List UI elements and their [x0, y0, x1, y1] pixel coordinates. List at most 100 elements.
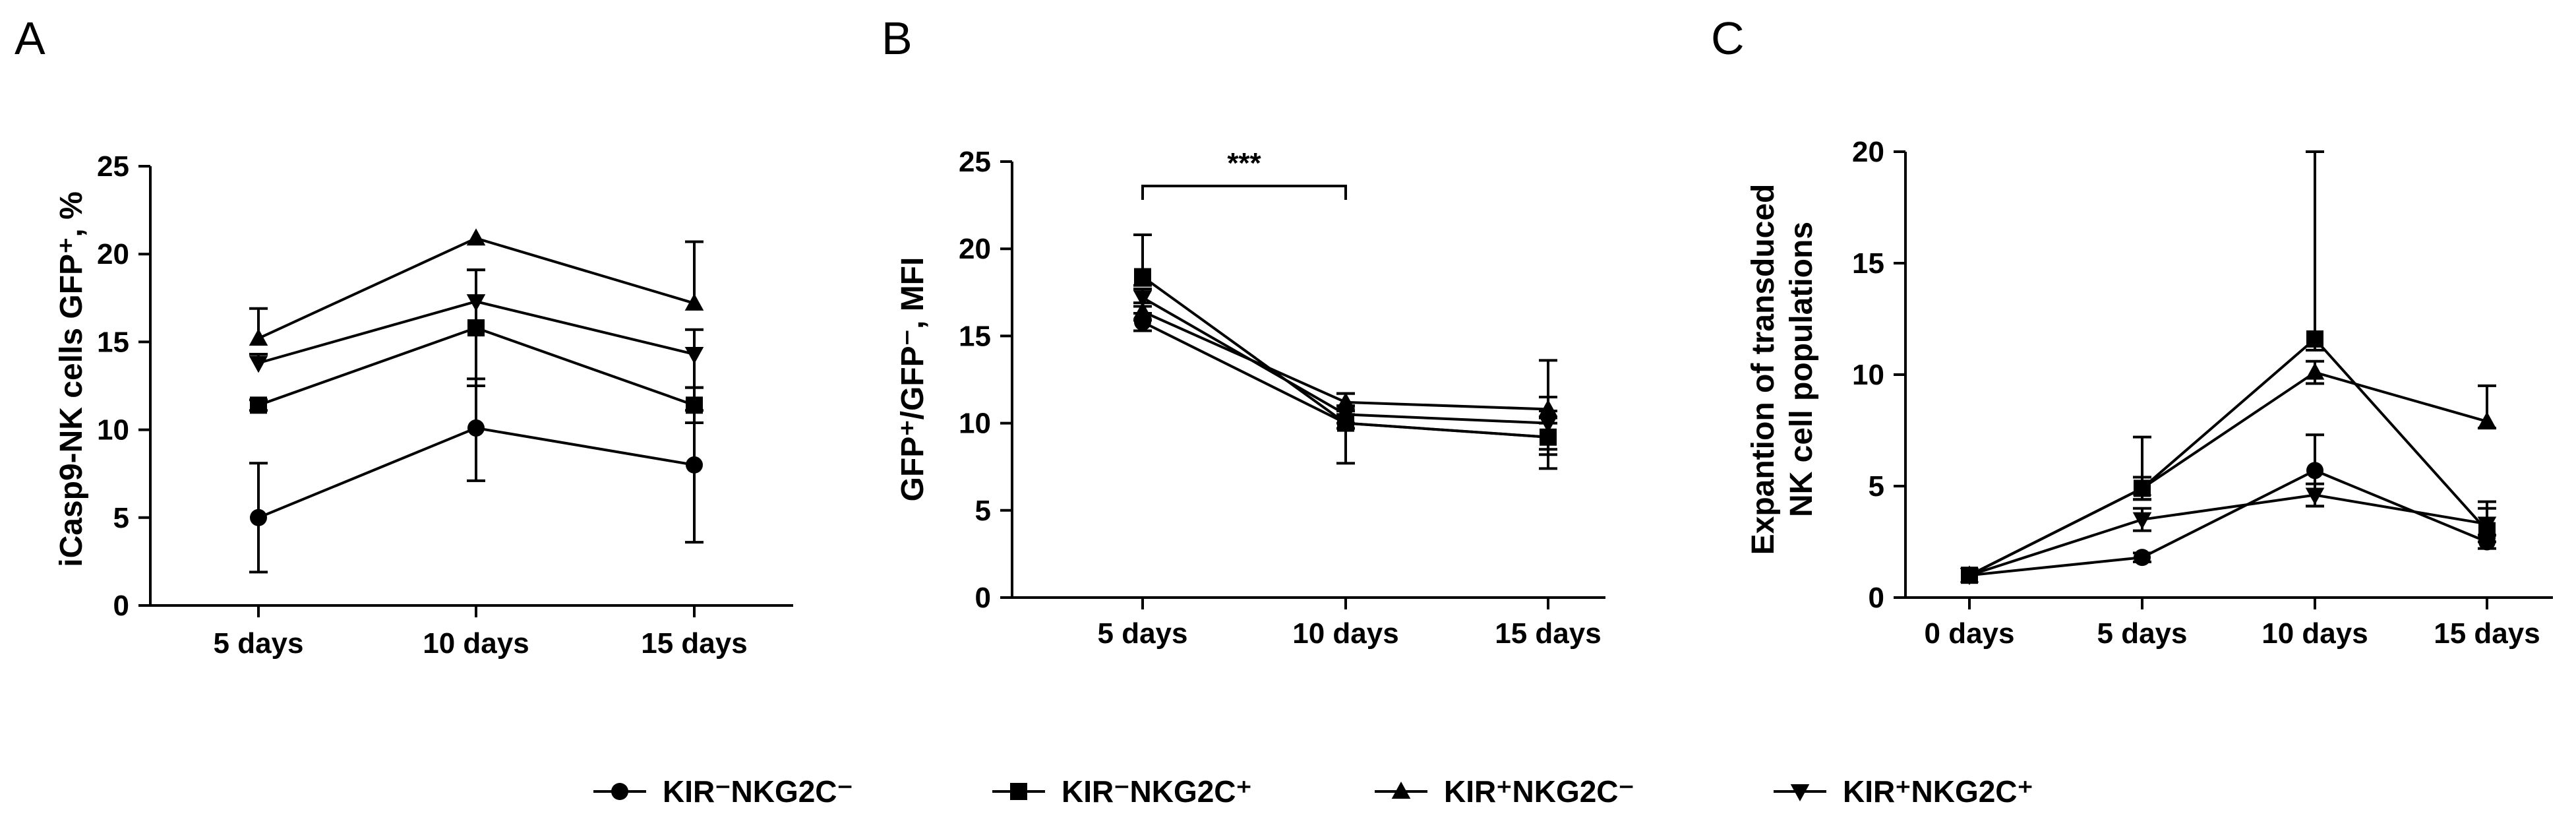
y-tick-label: 25	[959, 146, 991, 178]
y-tick-label: 5	[1869, 470, 1884, 503]
data-point	[2477, 412, 2497, 429]
panel-a-chart: iCasp9-NK cells GFP⁺, % 0 5 10 15 20 25 5 day…	[54, 150, 793, 660]
y-tick-label: 10	[959, 408, 991, 440]
legend-item: KIR⁺NKG2C⁻	[1375, 774, 1634, 809]
data-point	[466, 228, 486, 246]
panel-c-ylabel: Expantion of transduced NK cell populati…	[1746, 184, 1819, 555]
series-triangle-down	[1133, 288, 1558, 451]
panel-c-y-ticks: 0 5 10 15 20	[1852, 136, 1905, 614]
series-triangle-up	[249, 228, 704, 346]
data-point	[2305, 362, 2325, 380]
legend: KIR⁻NKG2C⁻ KIR⁻NKG2C⁺ KIR⁺NKG2C⁻ KIR⁺NKG2C⁺	[593, 774, 2033, 809]
data-point	[2132, 478, 2152, 496]
panel-a-y-ticks: 0 5 10 15 20 25	[97, 150, 150, 622]
panel-b-chart: GFP⁺/GFP⁻, MFI 0 5 10 15 20 25 5 days 10 days 1…	[895, 146, 1605, 650]
panel-letter-a: A	[15, 13, 45, 64]
data-point	[467, 419, 485, 437]
panel-c-ylabel-line2: NK cell populations	[1784, 222, 1819, 517]
x-tick-label: 15 days	[1495, 617, 1601, 650]
x-tick-label: 5 days	[214, 627, 304, 660]
data-point	[1960, 568, 1979, 586]
series-triangle-up	[1133, 301, 1558, 419]
y-tick-label: 0	[1869, 582, 1884, 614]
y-tick-label: 15	[97, 326, 129, 358]
panel-letter-c: C	[1711, 13, 1745, 64]
y-tick-label: 20	[97, 238, 129, 270]
data-point	[1538, 416, 1558, 433]
data-point	[250, 509, 267, 526]
series-line	[1969, 371, 2488, 576]
data-point	[466, 294, 486, 312]
series-line	[1969, 493, 2488, 577]
panel-a-series	[249, 228, 704, 574]
panel-c-x-ticks: 0 days 5 days 10 days 15 days	[1925, 598, 2540, 650]
series-line	[1969, 337, 2488, 576]
y-tick-label: 10	[1852, 359, 1884, 391]
y-tick-label: 15	[1852, 247, 1884, 280]
data-point	[684, 293, 704, 311]
data-point	[249, 328, 268, 346]
legend-marker-triangle-down-icon	[1790, 784, 1810, 801]
panel-c-ylabel-line1: Expantion of transduced	[1746, 184, 1781, 555]
data-point	[2306, 462, 2323, 479]
y-tick-label: 0	[113, 590, 129, 622]
x-tick-label: 5 days	[1098, 617, 1188, 650]
data-point	[2477, 516, 2497, 534]
y-tick-label: 0	[975, 582, 991, 614]
panel-b-series	[1133, 233, 1558, 470]
panel-b-ylabel: GFP⁺/GFP⁻, MFI	[895, 257, 930, 502]
series-triangle-down	[1960, 482, 2497, 586]
legend-item: KIR⁻NKG2C⁻	[593, 774, 853, 809]
series-triangle-down	[249, 268, 704, 412]
legend-label: KIR⁺NKG2C⁺	[1843, 774, 2033, 809]
panel-a-ylabel: iCasp9-NK cells GFP⁺, %	[54, 191, 89, 567]
data-point	[2134, 549, 2151, 567]
legend-item: KIR⁻NKG2C⁺	[992, 774, 1252, 809]
y-tick-label: 20	[1852, 136, 1884, 168]
y-tick-label: 20	[959, 233, 991, 265]
legend-marker-circle-icon	[611, 783, 628, 800]
data-point	[1133, 290, 1153, 308]
y-tick-label: 10	[97, 414, 129, 447]
data-point	[1336, 407, 1356, 425]
series-triangle-up	[1960, 359, 2497, 583]
x-tick-label: 0 days	[1925, 617, 2015, 650]
data-point	[686, 456, 703, 474]
x-tick-label: 15 days	[2434, 617, 2540, 650]
data-point	[1134, 268, 1151, 286]
y-tick-label: 5	[113, 502, 129, 534]
x-tick-label: 15 days	[641, 627, 747, 660]
data-point	[467, 319, 485, 337]
data-point	[249, 356, 268, 373]
significance-bracket: ***	[1141, 147, 1347, 200]
series-square	[1961, 150, 2496, 584]
data-point	[2306, 330, 2323, 348]
legend-label: KIR⁻NKG2C⁺	[1062, 774, 1252, 809]
x-tick-label: 5 days	[2097, 617, 2188, 650]
x-tick-label: 10 days	[423, 627, 529, 660]
data-point	[684, 346, 704, 364]
x-tick-label: 10 days	[1292, 617, 1398, 650]
significance-annotation: ***	[1227, 147, 1261, 179]
series-circle	[1961, 433, 2496, 584]
y-tick-label: 25	[97, 150, 129, 183]
y-tick-label: 15	[959, 320, 991, 352]
x-tick-label: 10 days	[2261, 617, 2368, 650]
panel-letter-b: B	[882, 13, 913, 64]
y-tick-label: 5	[975, 495, 991, 527]
panel-a-x-ticks: 5 days 10 days 15 days	[214, 605, 748, 660]
series-line	[1969, 469, 2488, 577]
panel-b-x-ticks: 5 days 10 days 15 days	[1098, 598, 1602, 650]
data-point	[1133, 301, 1153, 319]
panel-b-y-ticks: 0 5 10 15 20 25	[959, 146, 1012, 614]
legend-label: KIR⁺NKG2C⁻	[1444, 774, 1634, 809]
legend-label: KIR⁻NKG2C⁻	[663, 774, 853, 809]
panel-c-chart: Expantion of transduced NK cell populati…	[1746, 136, 2553, 650]
panel-c-series	[1960, 150, 2497, 586]
series-circle	[249, 377, 704, 574]
data-point	[2132, 512, 2152, 530]
legend-marker-triangle-up-icon	[1391, 782, 1411, 799]
legend-marker-square-icon	[1010, 783, 1027, 800]
data-point	[250, 396, 267, 414]
